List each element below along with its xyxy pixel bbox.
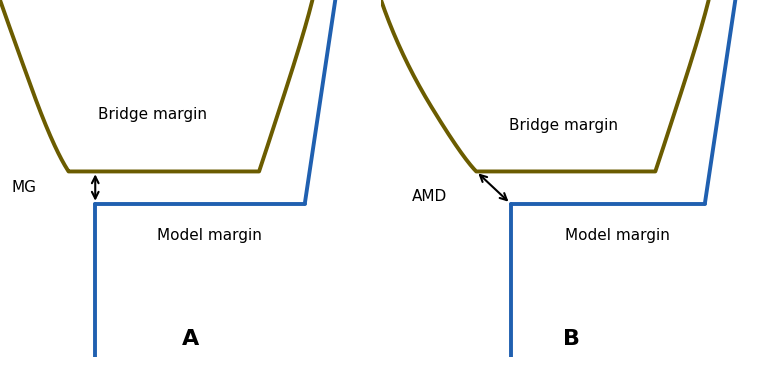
Text: Model margin: Model margin — [565, 228, 670, 243]
Text: B: B — [563, 329, 580, 349]
Text: Model margin: Model margin — [157, 228, 262, 243]
Text: AMD: AMD — [411, 189, 447, 204]
Text: MG: MG — [11, 180, 37, 195]
Text: Bridge margin: Bridge margin — [98, 107, 207, 122]
Text: Bridge margin: Bridge margin — [509, 118, 619, 132]
Text: A: A — [182, 329, 199, 349]
